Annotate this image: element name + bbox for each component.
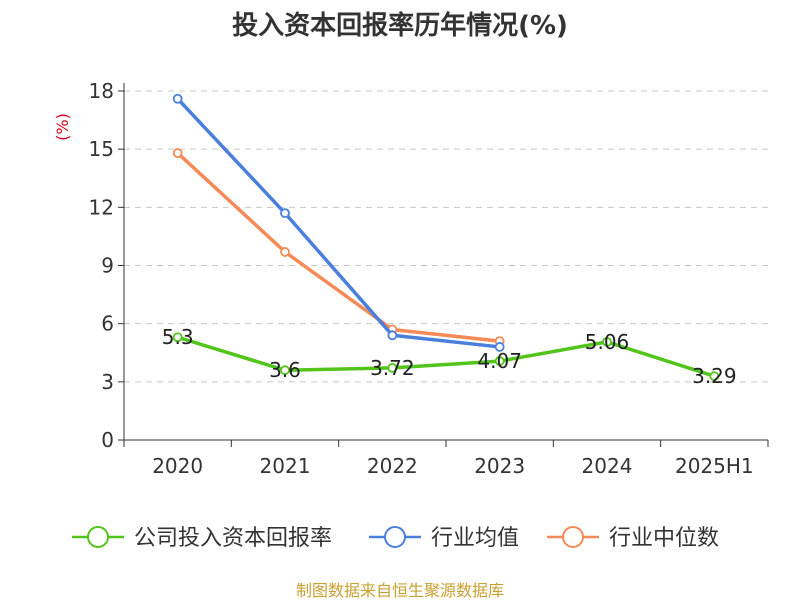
y-tick-label: 12 bbox=[89, 195, 114, 219]
legend-marker bbox=[384, 526, 406, 548]
data-point bbox=[709, 371, 720, 382]
data-point bbox=[280, 365, 290, 376]
data-point bbox=[172, 148, 183, 158]
legend-label: 行业中位数 bbox=[609, 526, 719, 551]
x-tick-label: 2022 bbox=[367, 454, 418, 478]
data-point bbox=[280, 208, 290, 219]
data-labels: 5.3 3.6 3.72 4.07 5.06 3.29 bbox=[162, 325, 737, 388]
data-label: 5.06 bbox=[585, 330, 630, 354]
x-tick-label: 2020 bbox=[152, 454, 203, 478]
data-point bbox=[387, 362, 398, 373]
data-point bbox=[387, 330, 398, 341]
data-point bbox=[494, 356, 505, 366]
x-tick-label: 2023 bbox=[474, 454, 525, 478]
data-label: 3.6 bbox=[269, 358, 301, 382]
axes: 0 3 6 9 12 15 18 2020 2021 2022 2023 2024 2025H1 bbox=[89, 79, 769, 478]
chart-title: 投入资本回报率历年情况(%) bbox=[232, 10, 568, 41]
series-line bbox=[177, 335, 715, 378]
legend-marker bbox=[562, 526, 584, 548]
source-note: 制图数据来自恒生聚源数据库 bbox=[296, 581, 504, 600]
data-point bbox=[280, 247, 290, 257]
legend-label: 公司投入资本回报率 bbox=[134, 526, 332, 551]
x-tick-label: 2024 bbox=[582, 454, 633, 478]
series-layer bbox=[172, 93, 720, 382]
data-point bbox=[172, 332, 183, 343]
data-point bbox=[602, 336, 612, 347]
y-axis-label: (%) bbox=[53, 113, 72, 141]
legend: 公司投入资本回报率 行业均值 行业中位数 bbox=[72, 526, 719, 551]
x-tick-label: 2025H1 bbox=[675, 454, 754, 478]
data-point bbox=[172, 93, 183, 104]
y-tick-label: 15 bbox=[89, 137, 114, 161]
legend-marker bbox=[87, 526, 109, 548]
series-line bbox=[176, 151, 500, 343]
data-label: 5.3 bbox=[162, 325, 194, 349]
legend-label: 行业均值 bbox=[431, 526, 519, 551]
y-tick-label: 9 bbox=[101, 254, 114, 278]
grid-lines bbox=[124, 90, 768, 383]
x-tick-label: 2021 bbox=[260, 454, 311, 478]
y-tick-label: 3 bbox=[101, 370, 114, 394]
data-point bbox=[494, 342, 505, 352]
y-tick-label: 6 bbox=[101, 312, 114, 336]
y-tick-label: 0 bbox=[101, 428, 114, 452]
series-line bbox=[176, 97, 500, 349]
data-label: 4.07 bbox=[477, 349, 522, 373]
data-label: 3.72 bbox=[370, 356, 415, 380]
data-label: 3.29 bbox=[692, 364, 737, 388]
y-tick-label: 18 bbox=[89, 79, 114, 103]
